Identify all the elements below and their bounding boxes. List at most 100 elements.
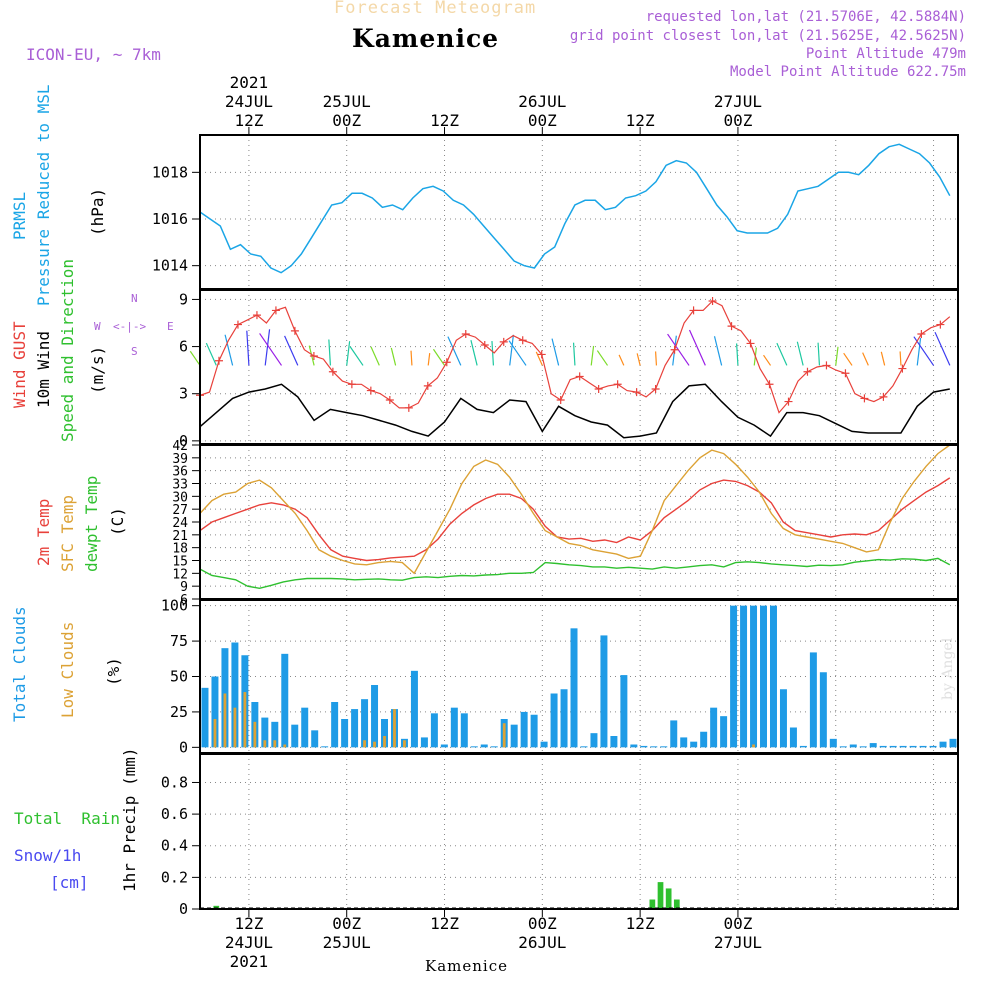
- wind-arrow: [817, 342, 821, 366]
- y-tick-label: 12: [172, 567, 188, 582]
- low-cloud-bar: [253, 721, 257, 748]
- wind-arrow: [491, 341, 495, 366]
- panel-precip: 0 0.2 0.4 0.6 0.8: [161, 753, 959, 918]
- gust-marker: [708, 297, 717, 305]
- total-cloud-bar: [819, 672, 827, 748]
- low-cloud-bar: [752, 744, 755, 748]
- wind-arrow: [880, 351, 886, 366]
- y-tick-label: 0.2: [161, 868, 188, 886]
- gust-marker: [290, 326, 299, 335]
- total-cloud-bar: [261, 717, 269, 748]
- wind-arrow: [246, 330, 250, 366]
- low-cloud-bar: [283, 744, 287, 748]
- total-cloud-bar: [590, 733, 598, 748]
- total-cloud-bar: [430, 713, 438, 748]
- low-cloud-bar: [243, 692, 247, 748]
- wind-arrow: [572, 342, 576, 366]
- total-cloud-bar: [650, 746, 658, 748]
- y-tick-label: 21: [172, 529, 188, 544]
- wind-arrow: [410, 350, 413, 366]
- total-cloud-bar: [600, 635, 608, 748]
- pressure-line: [199, 143, 951, 274]
- y-tick-label: 0.8: [161, 773, 188, 791]
- total-cloud-bar: [470, 746, 478, 748]
- wind-arrow: [447, 336, 462, 366]
- wind-arrow: [432, 348, 446, 366]
- wind-arrow: [713, 336, 723, 366]
- low-cloud-bar: [373, 741, 376, 748]
- meteogram-title: Forecast Meteogram: [334, 0, 537, 18]
- y-tick-label: 6: [179, 338, 188, 356]
- total-cloud-bar: [341, 719, 349, 748]
- gust-marker: [746, 339, 755, 348]
- y-tick-label: 15: [172, 555, 188, 570]
- total-cloud-bar: [201, 687, 209, 748]
- snow-unit-legend: [cm]: [50, 873, 89, 892]
- total-cloud-bar: [540, 741, 548, 748]
- gust-marker: [404, 403, 413, 412]
- y-tick-label: 9: [180, 580, 188, 595]
- top-time-label: 24JUL: [225, 92, 273, 111]
- gust-marker: [556, 396, 565, 404]
- rain-bar: [657, 882, 664, 909]
- wind-arrow: [796, 341, 804, 366]
- y-tick-label: 42: [172, 439, 188, 454]
- total-cloud-bar: [291, 724, 299, 748]
- wind-arrow: [390, 347, 397, 366]
- gust-marker: [385, 396, 394, 404]
- gust-marker: [271, 306, 280, 315]
- gust-marker: [480, 341, 489, 349]
- total-cloud-bar: [570, 628, 578, 748]
- gust-marker: [822, 361, 831, 370]
- bottom-time-label: 00Z: [332, 914, 361, 933]
- y-tick-label: 0: [179, 738, 188, 756]
- gust-marker: [347, 380, 356, 389]
- total-cloud-bar: [909, 745, 917, 748]
- total-cloud-bar: [321, 746, 329, 748]
- wind-arrow: [843, 352, 853, 366]
- top-time-label: 12Z: [234, 111, 263, 130]
- wind-arrow: [934, 331, 951, 366]
- total-cloud-bar: [929, 745, 937, 748]
- gust-marker: [214, 356, 223, 365]
- total-cloud-bar: [281, 653, 289, 748]
- total-cloud-bar: [779, 689, 787, 748]
- rain-bar: [673, 899, 680, 909]
- y-tick-label: 36: [172, 465, 188, 480]
- wind-10m-line: [199, 383, 950, 439]
- total-cloud-bar: [889, 745, 897, 748]
- y-tick-label: 1018: [152, 163, 188, 181]
- total-cloud-bar: [730, 605, 738, 748]
- total-cloud-bar: [490, 746, 498, 748]
- gust-marker: [917, 330, 926, 338]
- y-tick-label: 3: [179, 385, 188, 403]
- gust-marker: [575, 372, 584, 381]
- compass-e: E: [167, 320, 174, 333]
- total-cloud-bar: [660, 746, 668, 748]
- total-cloud-bar: [899, 745, 907, 748]
- gust-marker: [651, 385, 660, 393]
- gust-marker: [860, 394, 869, 403]
- compass-s: S: [131, 345, 138, 358]
- total-cloud-bar: [919, 745, 927, 748]
- low-cloud-bar: [233, 707, 237, 748]
- wind-arrow: [189, 350, 201, 366]
- total-cloud-bar: [580, 746, 588, 748]
- total-cloud-bar: [231, 642, 239, 748]
- y-tick-label: 1014: [152, 257, 188, 275]
- panel-frame: [199, 599, 959, 754]
- gust-marker: [252, 311, 261, 320]
- y-tick-label: 24: [172, 516, 188, 531]
- gust-marker: [689, 306, 698, 315]
- total-cloud-bar: [879, 745, 887, 748]
- wind-arrow: [509, 334, 515, 366]
- y-tick-label: 0.6: [161, 805, 188, 823]
- low-cloud-bar: [502, 723, 506, 748]
- gust-marker: [632, 388, 641, 397]
- total-cloud-bar: [939, 741, 947, 748]
- wind-arrow: [259, 333, 283, 366]
- y-tick-label: 0: [179, 432, 188, 450]
- wind-arrow: [349, 346, 364, 366]
- bottom-time-label: 2021: [230, 952, 269, 971]
